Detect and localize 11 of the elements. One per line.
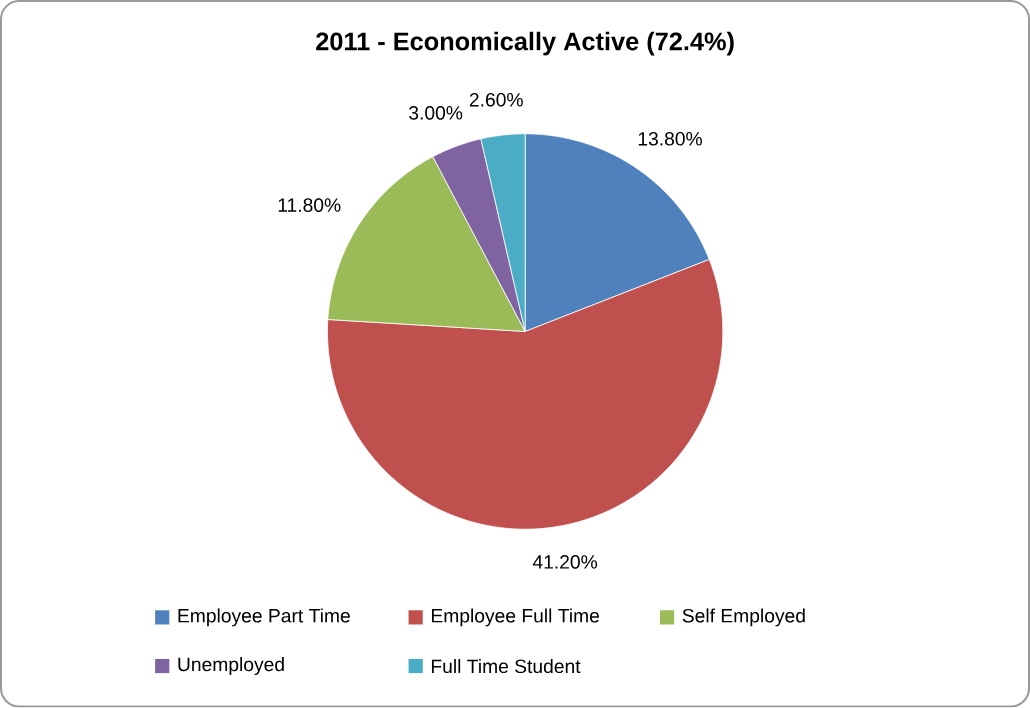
- legend-label: Employee Full Time: [431, 608, 599, 627]
- data-label: 11.80%: [278, 198, 341, 213]
- chart-title: 2011 - Economically Active (72.4%): [316, 31, 734, 56]
- data-label: 41.20%: [532, 555, 598, 569]
- legend-label: Unemployed: [178, 657, 284, 676]
- data-label: 2.60%: [469, 93, 523, 107]
- legend-label: Full Time Student: [431, 659, 581, 674]
- legend-label: Employee Part Time: [178, 608, 350, 627]
- legend-label: Self Employed: [682, 608, 805, 627]
- data-label: 13.80%: [638, 132, 702, 146]
- data-label: 3.00%: [409, 106, 463, 120]
